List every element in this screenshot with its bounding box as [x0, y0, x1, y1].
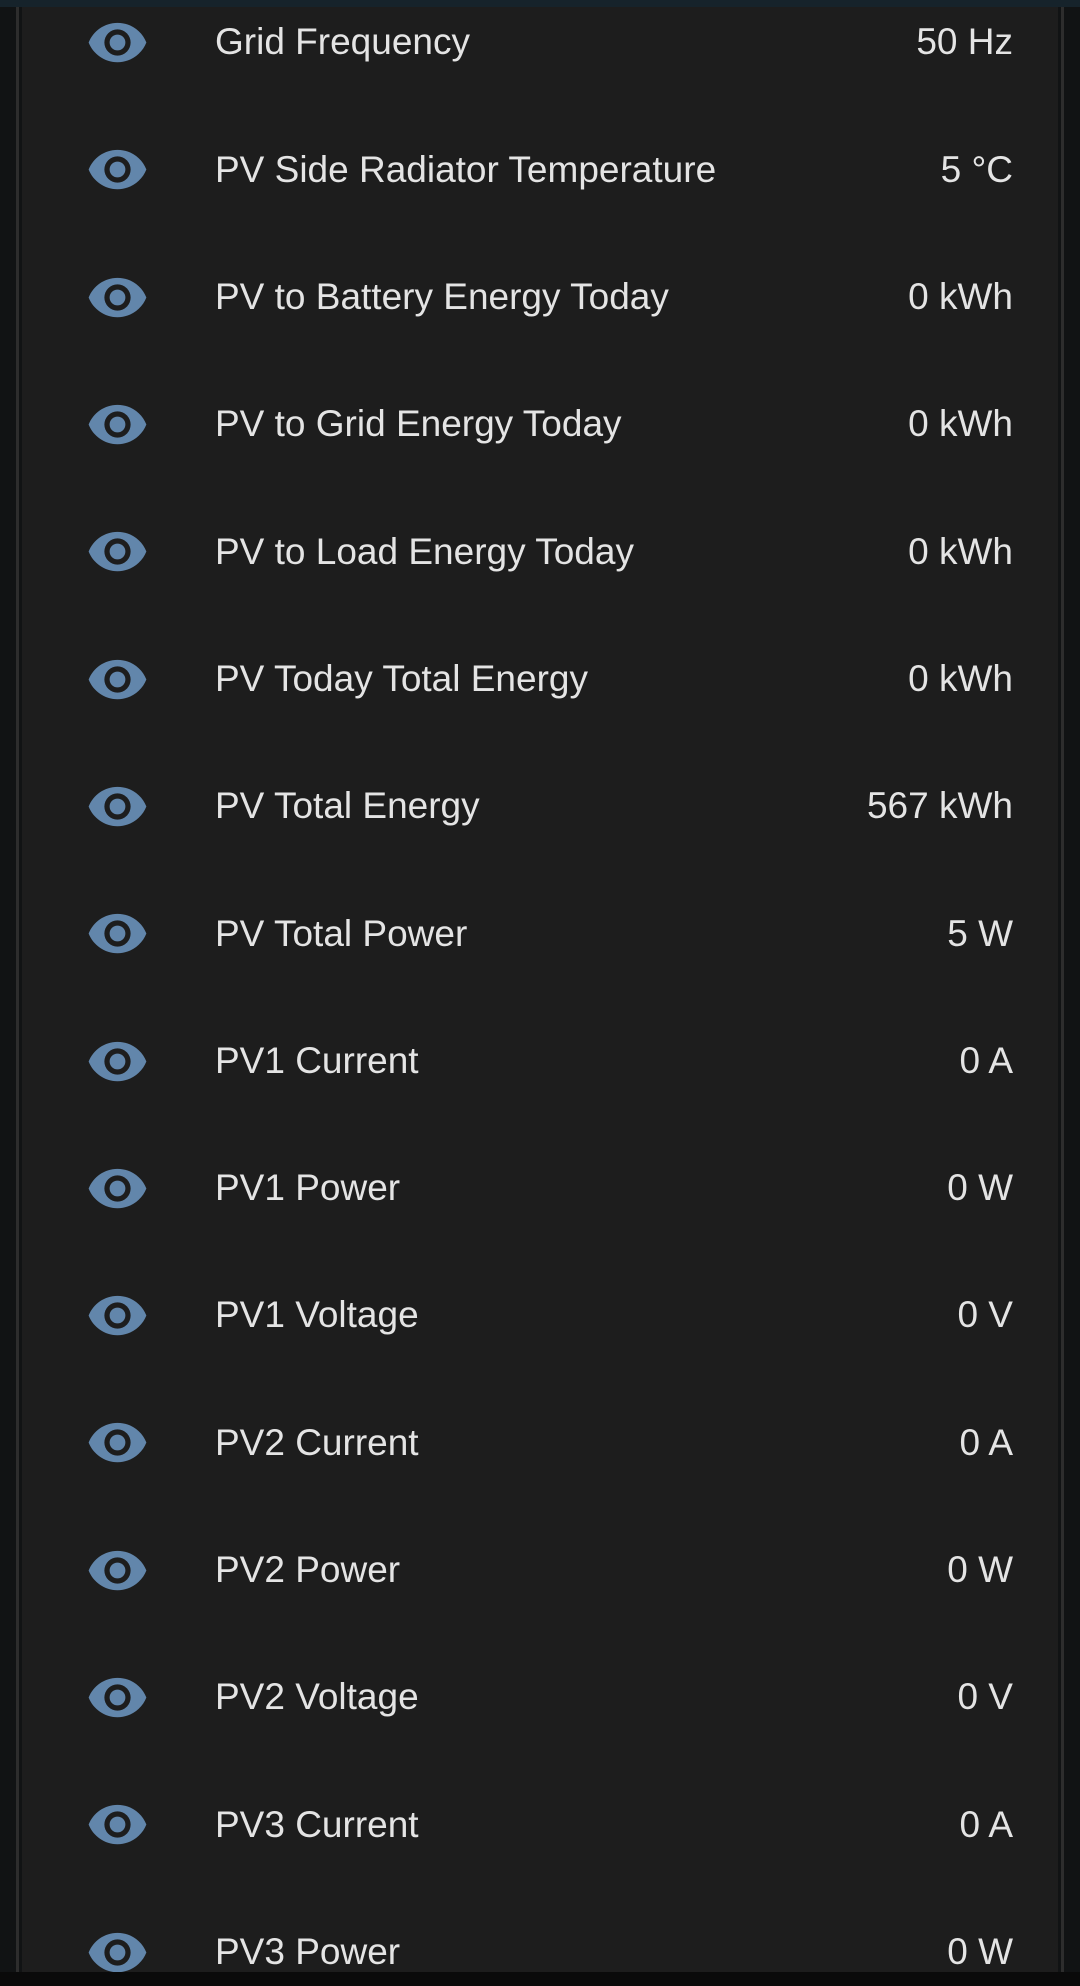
- entity-value: 0 A: [959, 1803, 1014, 1845]
- entity-value: 0 V: [957, 1676, 1013, 1718]
- entity-row[interactable]: PV Total Power 5 W: [22, 870, 1058, 997]
- entity-row[interactable]: PV to Battery Energy Today 0 kWh: [22, 234, 1058, 361]
- entity-name: PV2 Power: [215, 1549, 401, 1591]
- entity-value: 0 A: [959, 1039, 1014, 1081]
- eye-icon[interactable]: [86, 1793, 149, 1856]
- entity-name: PV2 Voltage: [215, 1676, 419, 1718]
- entity-value: 0 A: [959, 1421, 1014, 1463]
- eye-icon[interactable]: [86, 266, 149, 329]
- bottom-edge-bar: [0, 1972, 1080, 1986]
- entity-list-panel: Grid Frequency 50 Hz PV Side Radiator Te…: [22, 0, 1058, 1986]
- entity-name: PV to Load Energy Today: [215, 530, 634, 572]
- entity-row[interactable]: PV to Grid Energy Today 0 kWh: [22, 361, 1058, 488]
- entity-row[interactable]: PV2 Voltage 0 V: [22, 1634, 1058, 1761]
- entity-value: 0 kWh: [908, 530, 1013, 572]
- entity-name: PV2 Current: [215, 1421, 419, 1463]
- eye-icon[interactable]: [86, 648, 149, 711]
- eye-icon[interactable]: [86, 902, 149, 965]
- entity-row[interactable]: PV1 Voltage 0 V: [22, 1252, 1058, 1379]
- eye-icon[interactable]: [86, 1539, 149, 1602]
- entity-name: PV1 Current: [215, 1039, 419, 1081]
- entity-row[interactable]: PV2 Power 0 W: [22, 1507, 1058, 1634]
- entity-value: 0 V: [957, 1294, 1013, 1336]
- entity-name: PV Today Total Energy: [215, 657, 588, 699]
- entity-row[interactable]: PV2 Current 0 A: [22, 1379, 1058, 1506]
- entity-name: PV1 Power: [215, 1167, 401, 1209]
- eye-icon[interactable]: [86, 520, 149, 583]
- eye-icon[interactable]: [86, 1921, 149, 1984]
- entity-value: 0 W: [947, 1549, 1013, 1591]
- entity-value: 5 W: [947, 912, 1013, 954]
- entity-row[interactable]: PV Total Energy 567 kWh: [22, 743, 1058, 870]
- entity-row[interactable]: Grid Frequency 50 Hz: [22, 0, 1058, 106]
- entity-name: PV Total Power: [215, 912, 468, 954]
- entity-row[interactable]: PV1 Power 0 W: [22, 1125, 1058, 1252]
- entity-name: PV Total Energy: [215, 785, 480, 827]
- eye-icon[interactable]: [86, 1411, 149, 1474]
- entity-name: PV to Battery Energy Today: [215, 276, 669, 318]
- entity-row[interactable]: PV3 Power 0 W: [22, 1888, 1058, 1986]
- entity-row[interactable]: PV Today Total Energy 0 kWh: [22, 615, 1058, 742]
- entity-name: PV1 Voltage: [215, 1294, 419, 1336]
- entity-value: 50 Hz: [916, 21, 1013, 63]
- entity-name: Grid Frequency: [215, 21, 470, 63]
- entity-value: 0 kWh: [908, 276, 1013, 318]
- entity-list: Grid Frequency 50 Hz PV Side Radiator Te…: [22, 0, 1058, 1986]
- entity-name: PV3 Current: [215, 1803, 419, 1845]
- eye-icon[interactable]: [86, 1030, 149, 1093]
- eye-icon[interactable]: [86, 393, 149, 456]
- entity-row[interactable]: PV3 Current 0 A: [22, 1761, 1058, 1888]
- right-backdrop: [1061, 0, 1080, 1986]
- eye-icon[interactable]: [86, 1666, 149, 1729]
- entity-row[interactable]: PV1 Current 0 A: [22, 997, 1058, 1124]
- eye-icon[interactable]: [86, 1157, 149, 1220]
- eye-icon[interactable]: [86, 1284, 149, 1347]
- entity-value: 5 °C: [940, 148, 1013, 190]
- entity-row[interactable]: PV Side Radiator Temperature 5 °C: [22, 106, 1058, 233]
- entity-name: PV to Grid Energy Today: [215, 403, 622, 445]
- entity-value: 0 W: [947, 1167, 1013, 1209]
- eye-icon[interactable]: [86, 775, 149, 838]
- eye-icon[interactable]: [86, 11, 149, 74]
- entity-name: PV3 Power: [215, 1930, 401, 1972]
- entity-value: 567 kWh: [866, 785, 1013, 827]
- entity-value: 0 kWh: [908, 657, 1013, 699]
- top-edge-bar: [0, 0, 1080, 7]
- entity-value: 0 W: [947, 1930, 1013, 1972]
- entity-row[interactable]: PV to Load Energy Today 0 kWh: [22, 488, 1058, 615]
- left-backdrop: [0, 0, 19, 1986]
- entity-value: 0 kWh: [908, 403, 1013, 445]
- entity-name: PV Side Radiator Temperature: [215, 148, 717, 190]
- eye-icon[interactable]: [86, 138, 149, 201]
